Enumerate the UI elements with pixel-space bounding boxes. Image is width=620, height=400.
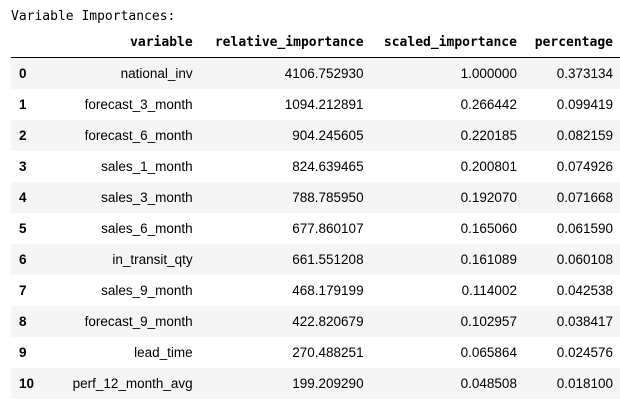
- cell-scaled-importance: 0.192070: [460, 190, 517, 205]
- cell-scaled-importance: 0.266442: [460, 97, 517, 112]
- variable-importances-table: variable relative_importance scaled_impo…: [11, 28, 620, 399]
- cell-variable: forecast_9_month: [84, 314, 193, 329]
- cell-relative-importance: 824.639465: [292, 159, 364, 174]
- cell-percentage: 0.024576: [556, 345, 613, 360]
- table-row: 7 sales_9_month 468.179199 0.114002 0.042538: [11, 275, 620, 306]
- row-index: 3: [19, 159, 27, 174]
- row-index: 8: [19, 314, 27, 329]
- cell-relative-importance: 4106.752930: [284, 66, 364, 81]
- cell-percentage: 0.038417: [556, 314, 613, 329]
- cell-variable: national_inv: [120, 66, 193, 81]
- cell-percentage: 0.373134: [556, 66, 613, 81]
- cell-variable: in_transit_qty: [112, 252, 193, 267]
- table-row: 4 sales_3_month 788.785950 0.192070 0.071668: [11, 182, 620, 213]
- cell-scaled-importance: 0.161089: [460, 252, 517, 267]
- row-index: 9: [19, 345, 27, 360]
- cell-variable: forecast_3_month: [84, 97, 193, 112]
- cell-variable: forecast_6_month: [84, 128, 193, 143]
- row-index: 0: [19, 66, 27, 81]
- row-index: 6: [19, 252, 27, 267]
- cell-scaled-importance: 0.065864: [460, 345, 517, 360]
- cell-scaled-importance: 0.200801: [460, 159, 517, 174]
- output-caption: Variable Importances:: [11, 9, 176, 24]
- table-row: 0 national_inv 4106.752930 1.000000 0.373134: [11, 57, 620, 89]
- cell-scaled-importance: 0.165060: [460, 221, 517, 236]
- table-row: 6 in_transit_qty 661.551208 0.161089 0.06010…: [11, 244, 620, 275]
- cell-variable: perf_12_month_avg: [72, 376, 193, 391]
- cell-scaled-importance: 0.102957: [460, 314, 517, 329]
- cell-percentage: 0.071668: [556, 190, 613, 205]
- row-index: 4: [19, 190, 27, 205]
- cell-variable: sales_1_month: [101, 159, 193, 174]
- cell-variable: sales_6_month: [101, 221, 193, 236]
- cell-percentage: 0.061590: [556, 221, 613, 236]
- cell-relative-importance: 199.209290: [292, 376, 364, 391]
- table-header: variable relative_importance scaled_impo…: [11, 28, 620, 58]
- cell-scaled-importance: 0.220185: [460, 128, 517, 143]
- cell-relative-importance: 788.785950: [292, 190, 364, 205]
- cell-variable: lead_time: [134, 345, 193, 360]
- cell-scaled-importance: 1.000000: [460, 66, 517, 81]
- cell-percentage: 0.082159: [556, 128, 613, 143]
- cell-variable: sales_3_month: [101, 190, 193, 205]
- cell-relative-importance: 677.860107: [292, 221, 364, 236]
- header-index: [11, 28, 45, 58]
- row-index: 10: [19, 376, 35, 391]
- row-index: 1: [19, 97, 27, 112]
- cell-scaled-importance: 0.114002: [461, 283, 517, 298]
- header-relative-importance: relative_importance: [199, 28, 371, 58]
- cell-variable: sales_9_month: [101, 283, 193, 298]
- row-index: 7: [19, 283, 27, 298]
- cell-percentage: 0.042538: [556, 283, 613, 298]
- header-variable: variable: [44, 28, 200, 58]
- cell-scaled-importance: 0.048508: [460, 376, 517, 391]
- table-body: 0 national_inv 4106.752930 1.000000 0.373134…: [11, 57, 620, 399]
- table-row: 3 sales_1_month 824.639465 0.200801 0.074926: [11, 151, 620, 182]
- cell-percentage: 0.060108: [556, 252, 613, 267]
- cell-percentage: 0.018100: [556, 376, 613, 391]
- row-index: 5: [19, 221, 27, 236]
- table-row: 2 forecast_6_month 904.245605 0.220185 0.082…: [11, 120, 620, 151]
- header-scaled-importance: scaled_importance: [370, 28, 524, 58]
- cell-relative-importance: 1094.212891: [284, 97, 364, 112]
- cell-relative-importance: 422.820679: [292, 314, 364, 329]
- cell-percentage: 0.074926: [556, 159, 613, 174]
- cell-relative-importance: 270.488251: [292, 345, 364, 360]
- table-row: 5 sales_6_month 677.860107 0.165060 0.061590: [11, 213, 620, 244]
- table-row: 8 forecast_9_month 422.820679 0.102957 0.038…: [11, 306, 620, 337]
- cell-percentage: 0.099419: [556, 97, 613, 112]
- header-row: variable relative_importance scaled_impo…: [11, 28, 620, 58]
- table-row: 9 lead_time 270.488251 0.065864 0.024576: [11, 337, 620, 368]
- table-row: 1 forecast_3_month 1094.212891 0.266442 0.09…: [11, 89, 620, 120]
- cell-relative-importance: 661.551208: [292, 252, 364, 267]
- table-row: 10 perf_12_month_avg 199.209290 0.048508 0.0…: [11, 368, 620, 399]
- row-index: 2: [19, 128, 27, 143]
- cell-relative-importance: 904.245605: [292, 128, 364, 143]
- header-percentage: percentage: [523, 28, 620, 58]
- cell-relative-importance: 468.179199: [292, 283, 364, 298]
